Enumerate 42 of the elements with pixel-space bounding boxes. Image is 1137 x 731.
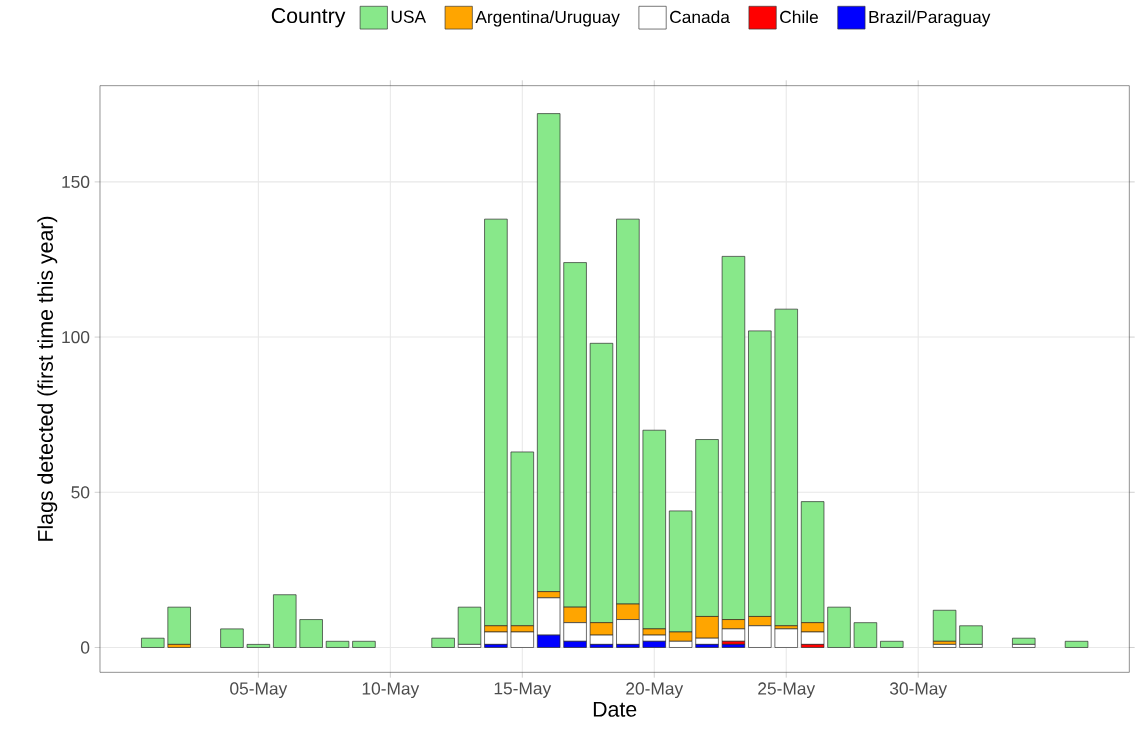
y-tick-label: 100	[62, 330, 90, 344]
bar	[246, 644, 271, 648]
bar	[880, 640, 904, 648]
bar	[932, 644, 957, 648]
bar	[932, 609, 957, 642]
legend-label: Brazil/Paraguay	[869, 10, 991, 27]
x-tick-label: 10-May	[362, 682, 420, 699]
y-tick-label: 50	[71, 486, 90, 499]
legend-label: Argentina/Uruguay	[475, 10, 620, 27]
x-tick-label: 05-May	[230, 682, 288, 699]
legend-label: USA	[391, 10, 427, 23]
bar	[431, 637, 455, 648]
x-tick-label: 15-May	[494, 682, 552, 698]
x-axis-title: Date	[593, 701, 637, 717]
bar	[1012, 637, 1036, 645]
bar	[167, 606, 191, 645]
x-tick-label: 25-May	[758, 682, 816, 699]
bar	[853, 622, 878, 648]
y-tick-label: 150	[62, 175, 90, 189]
bar	[827, 606, 851, 648]
y-tick-label: 0	[80, 641, 90, 654]
bar	[352, 640, 376, 648]
bar	[299, 619, 323, 648]
bar	[273, 594, 297, 648]
legend-label: Chile	[780, 10, 818, 24]
bar	[642, 429, 666, 630]
x-tick-label: 20-May	[626, 682, 684, 699]
bar	[510, 451, 534, 627]
bar	[774, 628, 798, 648]
bar	[325, 640, 350, 648]
legend-label: Canada	[670, 10, 730, 24]
bar	[141, 637, 165, 648]
bar	[959, 625, 983, 645]
bar	[721, 644, 746, 648]
legend-title: Country	[271, 8, 346, 28]
bar	[220, 628, 244, 648]
bar	[1064, 640, 1089, 648]
bar	[484, 218, 508, 627]
x-tick-label: 30-May	[889, 682, 948, 699]
bar	[457, 606, 482, 645]
y-axis-title: Flags detected (first time this year)	[37, 216, 58, 541]
bar	[774, 308, 798, 627]
